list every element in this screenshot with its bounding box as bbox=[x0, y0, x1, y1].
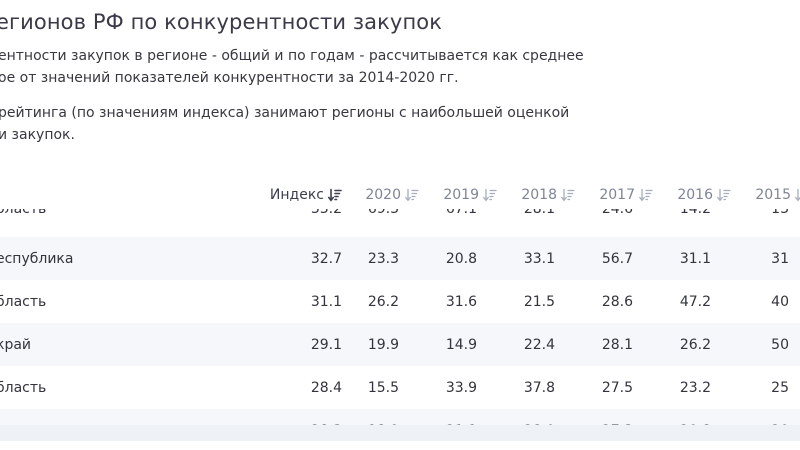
description-line: ое от значений показателей конкурентност… bbox=[0, 70, 459, 86]
table-cell-2019: 67.1 bbox=[446, 209, 477, 230]
region-name[interactable]: бласть bbox=[0, 293, 47, 310]
table-cell-2019: 21.1 bbox=[446, 409, 477, 428]
table-cell-2016: 20.8 bbox=[680, 409, 711, 428]
description-line: ентности закупок в регионе - общий и по … bbox=[0, 48, 584, 64]
table-cell-2020: 26.2 bbox=[367, 293, 399, 310]
sort-descending-icon[interactable] bbox=[795, 188, 800, 202]
table-cell-index: 33.2 bbox=[311, 209, 342, 230]
sort-descending-icon[interactable] bbox=[405, 188, 419, 202]
table-cell-2019: 20.8 bbox=[445, 250, 477, 267]
table-cell-2016: 23.2 bbox=[679, 379, 711, 396]
table-row[interactable]: край 29.1 19.9 14.9 22.4 28.1 26.2 50 bbox=[0, 323, 800, 366]
table-cell-2018: 33.1 bbox=[523, 250, 555, 267]
table-cell-2016: 31.1 bbox=[679, 250, 711, 267]
scroll-strip bbox=[0, 425, 800, 441]
region-name[interactable]: бласть bbox=[0, 379, 47, 396]
table-row[interactable]: бласть 31.1 26.2 31.6 21.5 28.6 47.2 40 bbox=[0, 280, 800, 323]
sort-descending-icon[interactable] bbox=[717, 188, 731, 202]
column-header-label: 2017 bbox=[599, 187, 635, 203]
table-cell-2017: 27.5 bbox=[601, 379, 633, 396]
table-cell-2015: 25 bbox=[771, 379, 789, 396]
table-row[interactable]: еспублика 32.7 23.3 20.8 33.1 56.7 31.1 31 bbox=[0, 237, 800, 280]
table-row[interactable]: 28.3 18.9 21.1 28.0 27.3 20.8 20 bbox=[0, 409, 800, 427]
table-cell-2019: 14.9 bbox=[445, 336, 477, 353]
column-header-2020[interactable]: 2020 bbox=[365, 181, 419, 209]
table-cell-2020: 23.3 bbox=[367, 250, 399, 267]
sort-descending-icon[interactable] bbox=[483, 188, 497, 202]
region-name[interactable]: край bbox=[0, 336, 32, 353]
table-cell-2018: 22.4 bbox=[523, 336, 555, 353]
table-cell-2017: 28.1 bbox=[601, 336, 633, 353]
table-cell-2020: 19.9 bbox=[367, 336, 399, 353]
sort-descending-icon[interactable] bbox=[328, 188, 342, 202]
table-cell-2015: 40 bbox=[771, 293, 789, 310]
table-body: бласть 33.2 69.3 67.1 28.1 24.6 14.2 13 еспублик… bbox=[0, 209, 800, 427]
column-header-label: Индекс bbox=[269, 187, 324, 203]
table-cell-2018: 28.1 bbox=[524, 209, 555, 230]
table-cell-2017: 24.6 bbox=[602, 209, 633, 230]
table-cell-2017: 27.3 bbox=[602, 409, 633, 428]
column-header-label: 2016 bbox=[677, 187, 713, 203]
region-name[interactable]: бласть bbox=[0, 209, 46, 230]
rating-note-line: рейтинга (по значениям индекса) занимают… bbox=[0, 105, 570, 121]
table-cell-2016: 47.2 bbox=[679, 293, 711, 310]
table-cell-2017: 56.7 bbox=[601, 250, 633, 267]
table-cell-2018: 21.5 bbox=[523, 293, 555, 310]
sort-descending-icon[interactable] bbox=[639, 188, 653, 202]
table-row[interactable]: бласть 33.2 69.3 67.1 28.1 24.6 14.2 13 bbox=[0, 209, 800, 231]
column-header-2018[interactable]: 2018 bbox=[521, 181, 575, 209]
column-header-2016[interactable]: 2016 bbox=[677, 181, 731, 209]
sort-descending-icon[interactable] bbox=[561, 188, 575, 202]
table-cell-2015: 13 bbox=[771, 209, 789, 230]
column-header-label: 2018 bbox=[521, 187, 557, 203]
table-row[interactable]: бласть 28.4 15.5 33.9 37.8 27.5 23.2 25 bbox=[0, 366, 800, 409]
table-cell-2018: 28.0 bbox=[524, 409, 555, 428]
column-header-index[interactable]: Индекс bbox=[270, 181, 342, 209]
table-cell-2017: 28.6 bbox=[601, 293, 633, 310]
rating-note-line: и закупок. bbox=[0, 127, 75, 143]
column-header-2017[interactable]: 2017 bbox=[599, 181, 653, 209]
table-cell-2020: 69.3 bbox=[368, 209, 399, 230]
table-cell-2015: 20 bbox=[771, 409, 789, 428]
column-header-label: 2019 bbox=[443, 187, 479, 203]
rating-note: рейтинга (по значениям индекса) занимают… bbox=[0, 102, 569, 146]
table-cell-2016: 14.2 bbox=[680, 209, 711, 230]
table-header: Индекс 2020 2019 2018 2017 2016 2015 bbox=[0, 181, 800, 209]
table-cell-index: 31.1 bbox=[310, 293, 342, 310]
table-cell-2020: 18.9 bbox=[368, 409, 399, 428]
column-header-2019[interactable]: 2019 bbox=[443, 181, 497, 209]
column-header-label: 2020 bbox=[365, 187, 401, 203]
table-cell-2015: 50 bbox=[771, 336, 789, 353]
table-cell-2016: 26.2 bbox=[679, 336, 711, 353]
table-cell-2019: 31.6 bbox=[445, 293, 477, 310]
page-title: егионов РФ по конкурентности закупок bbox=[0, 10, 443, 34]
table-cell-2020: 15.5 bbox=[367, 379, 399, 396]
table-cell-index: 29.1 bbox=[310, 336, 342, 353]
description: ентности закупок в регионе - общий и по … bbox=[0, 45, 584, 89]
table-cell-index: 28.4 bbox=[310, 379, 342, 396]
table-cell-index: 28.3 bbox=[311, 409, 342, 428]
column-header-label: 2015 bbox=[755, 187, 791, 203]
table-cell-2015: 31 bbox=[771, 250, 789, 267]
table-cell-2018: 37.8 bbox=[523, 379, 555, 396]
table-cell-2019: 33.9 bbox=[445, 379, 477, 396]
region-name[interactable]: еспублика bbox=[0, 250, 74, 267]
table-cell-index: 32.7 bbox=[310, 250, 342, 267]
column-header-2015[interactable]: 2015 bbox=[755, 181, 800, 209]
